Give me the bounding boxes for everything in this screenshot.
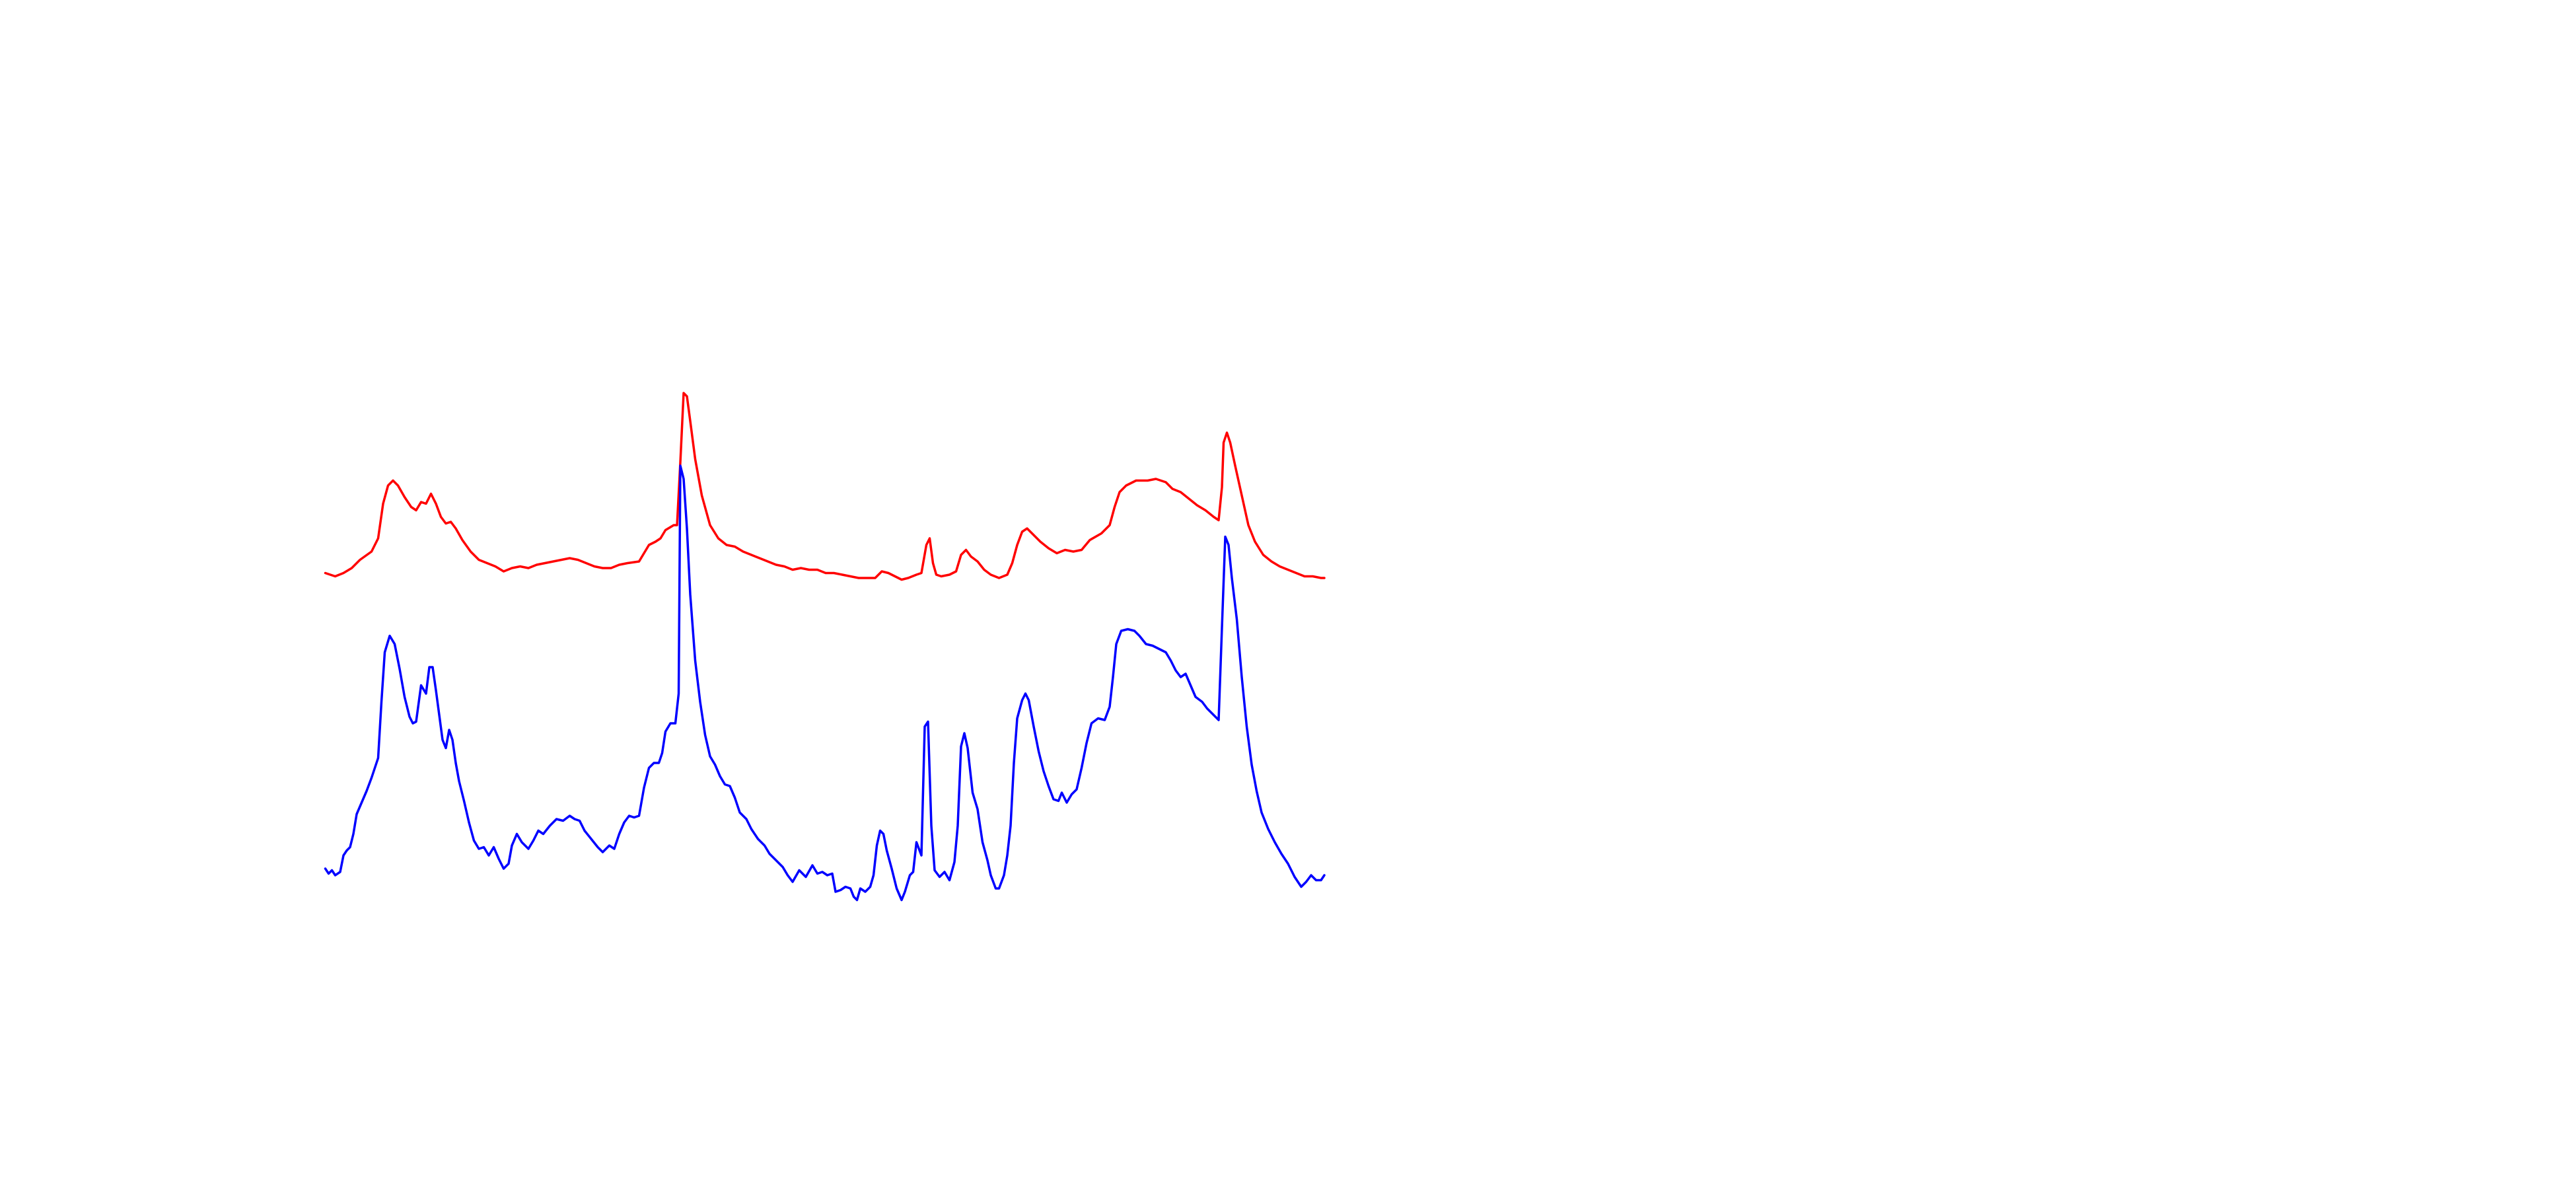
line-series xyxy=(324,392,1326,581)
line-series xyxy=(324,464,1326,902)
